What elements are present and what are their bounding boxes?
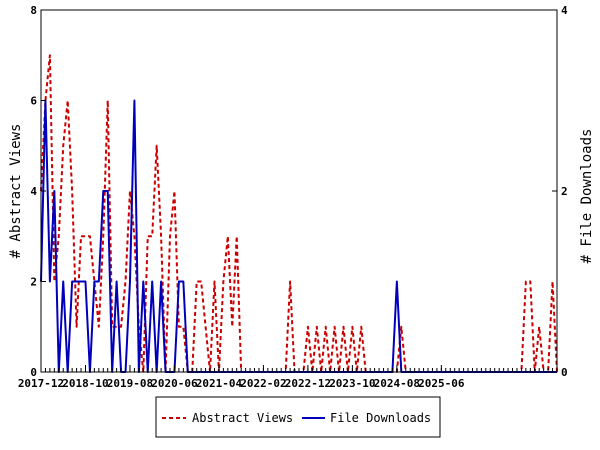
y-axis-right: 0 2 4 bbox=[552, 4, 568, 379]
x-tick-label: 2019-08 bbox=[107, 377, 153, 390]
y2-axis-label: # File Downloads bbox=[579, 129, 595, 264]
x-tick-label: 2025-06 bbox=[418, 377, 465, 390]
y2-tick-label: 0 bbox=[561, 366, 568, 379]
x-tick-label: 2022-02 bbox=[240, 377, 286, 390]
y-tick-label: 0 bbox=[30, 366, 37, 379]
y-tick-label: 8 bbox=[30, 4, 37, 17]
y2-tick-label: 2 bbox=[561, 185, 568, 198]
x-axis: 2017-122018-102019-082020-062021-042022-… bbox=[18, 365, 558, 390]
y-tick-label: 4 bbox=[30, 185, 37, 198]
x-tick-label: 2020-06 bbox=[151, 377, 198, 390]
x-tick-label: 2018-10 bbox=[62, 377, 108, 390]
x-tick-label: 2023-10 bbox=[329, 377, 375, 390]
legend-label-file-downloads: File Downloads bbox=[330, 411, 431, 425]
x-tick-label: 2017-12 bbox=[18, 377, 64, 390]
y-axis-label: # Abstract Views bbox=[8, 124, 24, 259]
x-tick-label: 2021-04 bbox=[196, 377, 243, 390]
legend-label-abstract-views: Abstract Views bbox=[192, 411, 293, 425]
x-tick-label: 2022-12 bbox=[285, 377, 331, 390]
y2-tick-label: 4 bbox=[561, 4, 568, 17]
legend: Abstract Views File Downloads bbox=[155, 396, 441, 438]
y-tick-label: 2 bbox=[30, 276, 37, 289]
legend-box bbox=[155, 396, 441, 438]
y-tick-label: 6 bbox=[30, 95, 37, 108]
y-axis-left: 0 2 4 6 8 bbox=[30, 4, 46, 379]
x-tick-label: 2024-08 bbox=[374, 377, 420, 390]
